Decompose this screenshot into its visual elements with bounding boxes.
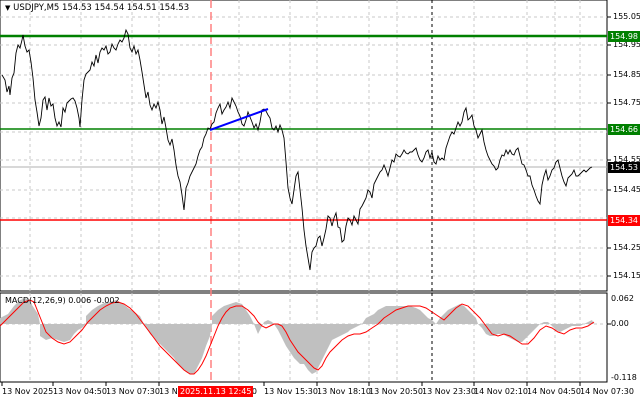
time-label: 13 No xyxy=(159,387,183,396)
resistance-mid-tag: 154.66 xyxy=(608,124,640,135)
chart-title[interactable]: ▼ USDJPY,M5 154.53 154.54 154.51 154.53 xyxy=(5,3,189,13)
price-label: 154.25 xyxy=(613,243,640,252)
current-price-tag: 154.53 xyxy=(608,162,640,173)
crosshair-time-tag: 2025.11.13 12:45 xyxy=(178,386,254,397)
macd-histogram xyxy=(0,298,594,374)
support-tag: 154.34 xyxy=(608,215,640,226)
time-label: 13 Nov 18:10 xyxy=(317,387,371,396)
price-line xyxy=(1,28,593,271)
price-label: 154.75 xyxy=(613,98,640,107)
price-label: 154.45 xyxy=(613,185,640,194)
time-label: 13 Nov 04:50 xyxy=(53,387,107,396)
price-label: 154.15 xyxy=(613,271,640,280)
price-label: 154.85 xyxy=(613,70,640,79)
time-label: 13 Nov 15:30 xyxy=(264,387,318,396)
main-chart-frame xyxy=(0,0,608,292)
time-axis-ticks xyxy=(1,382,581,386)
macd-title[interactable]: MACD(12,26,9) 0.006 -0.002 xyxy=(5,296,120,305)
macd-signal-line xyxy=(0,299,595,375)
time-label: 13 Nov 2025 xyxy=(2,387,54,396)
time-label: 13 Nov 07:30 xyxy=(106,387,160,396)
price-label: 154.95 xyxy=(613,40,640,49)
macd-axis-label: 0.00 xyxy=(611,319,629,328)
macd-axis-label: 0.062 xyxy=(611,294,634,303)
price-label: 154.55 xyxy=(613,155,640,164)
dropdown-triangle-icon[interactable]: ▼ xyxy=(5,4,11,12)
symbol-ohlc: USDJPY,M5 154.53 154.54 154.51 154.53 xyxy=(13,3,190,13)
time-label: 14 Nov 07:30 xyxy=(580,387,634,396)
price-axis-ticks xyxy=(607,16,611,325)
resistance-high-tag: 154.98 xyxy=(608,31,640,42)
time-label: 14 Nov 04:50 xyxy=(527,387,581,396)
time-label: 13 Nov 20:50 xyxy=(369,387,423,396)
time-label: 14 Nov 02:10 xyxy=(474,387,528,396)
price-label: 155.05 xyxy=(613,12,640,21)
time-label: 13 Nov 23:30 xyxy=(422,387,476,396)
macd-axis-label: -0.118 xyxy=(611,373,637,382)
trend-line[interactable] xyxy=(209,108,269,131)
